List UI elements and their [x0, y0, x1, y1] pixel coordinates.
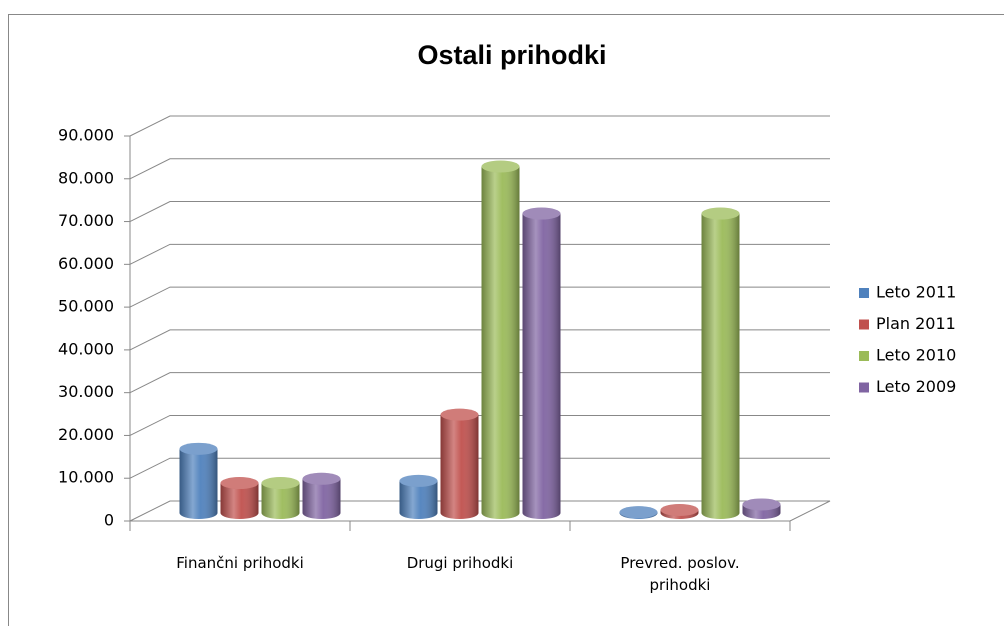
x-tick-label: Drugi prihodki [406, 554, 514, 572]
grid-line [129, 457, 830, 479]
bar-top-shade [619, 506, 658, 519]
bar-shade [522, 213, 561, 520]
y-tick-label: 30.000 [58, 382, 114, 401]
bar-top [220, 477, 259, 490]
bar-shade [399, 480, 438, 519]
bar-top [660, 504, 699, 517]
bar-top-shade [261, 477, 300, 490]
bar-shade [179, 448, 218, 519]
legend-label: Leto 2010 [876, 346, 956, 365]
bar-top [481, 160, 520, 173]
grid-line [129, 243, 830, 265]
bar-top [440, 408, 479, 421]
legend-swatch [859, 351, 869, 361]
bar-top-shade [399, 474, 438, 487]
chart-frame [8, 14, 1004, 626]
legend-swatch [859, 288, 869, 298]
legend-label: Plan 2011 [876, 314, 956, 333]
bar-top [701, 207, 740, 220]
y-tick-label: 60.000 [58, 254, 114, 273]
legend-swatch [859, 382, 869, 393]
y-tick-label: 20.000 [58, 425, 114, 444]
grid-line [129, 286, 830, 308]
bar-top-shade [481, 160, 520, 173]
legend-swatch [859, 319, 869, 330]
bar-shade [481, 166, 520, 519]
chart-title: Ostali prihodki [417, 40, 606, 70]
y-tick-label: 70.000 [58, 211, 114, 230]
bar-top [619, 506, 658, 519]
bar-shade [701, 213, 740, 520]
bar-shade [261, 483, 300, 519]
y-tick-label: 10.000 [58, 468, 114, 487]
grid-line [129, 372, 830, 394]
bar-top [399, 474, 438, 487]
bar-top-shade [522, 207, 561, 220]
legend-label: Leto 2009 [876, 377, 956, 396]
grid-line [129, 414, 830, 436]
bar-top [302, 472, 341, 485]
y-tick-label: 50.000 [58, 297, 114, 316]
x-tick-label: Finančni prihodki [176, 554, 304, 572]
bar-top-shade [440, 408, 479, 421]
legend-label: Leto 2011 [876, 283, 956, 302]
x-tick-label: Prevred. poslov. prihodki [620, 554, 740, 594]
bar-shade [220, 483, 259, 519]
bar-top-shade [742, 498, 781, 511]
bar-top-shade [220, 477, 259, 490]
bar-top [261, 477, 300, 490]
bar-top [742, 498, 781, 511]
bar-shade [440, 414, 479, 519]
grid-line [129, 115, 830, 137]
bar-top-shade [302, 472, 341, 485]
bar-top-shade [701, 207, 740, 220]
grid-line [129, 158, 830, 180]
y-tick-label: 90.000 [58, 126, 114, 145]
grid-line [129, 201, 830, 223]
bar-shade [302, 478, 341, 519]
y-tick-label: 0 [104, 511, 114, 530]
grid-line [129, 329, 830, 351]
bar-top [179, 442, 218, 455]
y-tick-label: 80.000 [58, 168, 114, 187]
bar-top-shade [179, 442, 218, 455]
bar-top [522, 207, 561, 220]
y-tick-label: 40.000 [58, 339, 114, 358]
bar-top-shade [660, 504, 699, 517]
